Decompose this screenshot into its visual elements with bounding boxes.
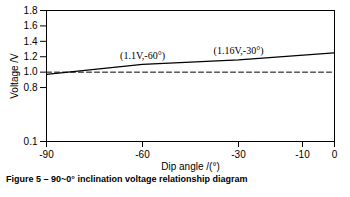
svg-text:-10: -10 xyxy=(295,149,310,160)
svg-text:0.1: 0.1 xyxy=(24,136,38,147)
svg-text:-30: -30 xyxy=(231,149,246,160)
svg-text:1.4: 1.4 xyxy=(24,36,38,47)
svg-text:1.2: 1.2 xyxy=(24,51,38,62)
svg-text:Dip angle /(°): Dip angle /(°) xyxy=(161,161,219,172)
svg-text:-60: -60 xyxy=(135,149,150,160)
svg-text:Voltage /V: Voltage /V xyxy=(9,53,20,99)
svg-text:0.8: 0.8 xyxy=(24,82,38,93)
svg-text:1.0: 1.0 xyxy=(24,66,38,77)
svg-text:-90: -90 xyxy=(39,149,54,160)
svg-text:0: 0 xyxy=(332,149,338,160)
svg-text:(1.16V,-30°): (1.16V,-30°) xyxy=(214,45,264,57)
svg-text:(1.1V,-60°): (1.1V,-60°) xyxy=(120,50,165,62)
html-text:Figure 5 – 90~0° inclination v: Figure 5 – 90~0° inclination voltage rel… xyxy=(6,174,248,184)
svg-text:1.6: 1.6 xyxy=(24,20,38,31)
svg-text:1.8: 1.8 xyxy=(24,5,38,16)
